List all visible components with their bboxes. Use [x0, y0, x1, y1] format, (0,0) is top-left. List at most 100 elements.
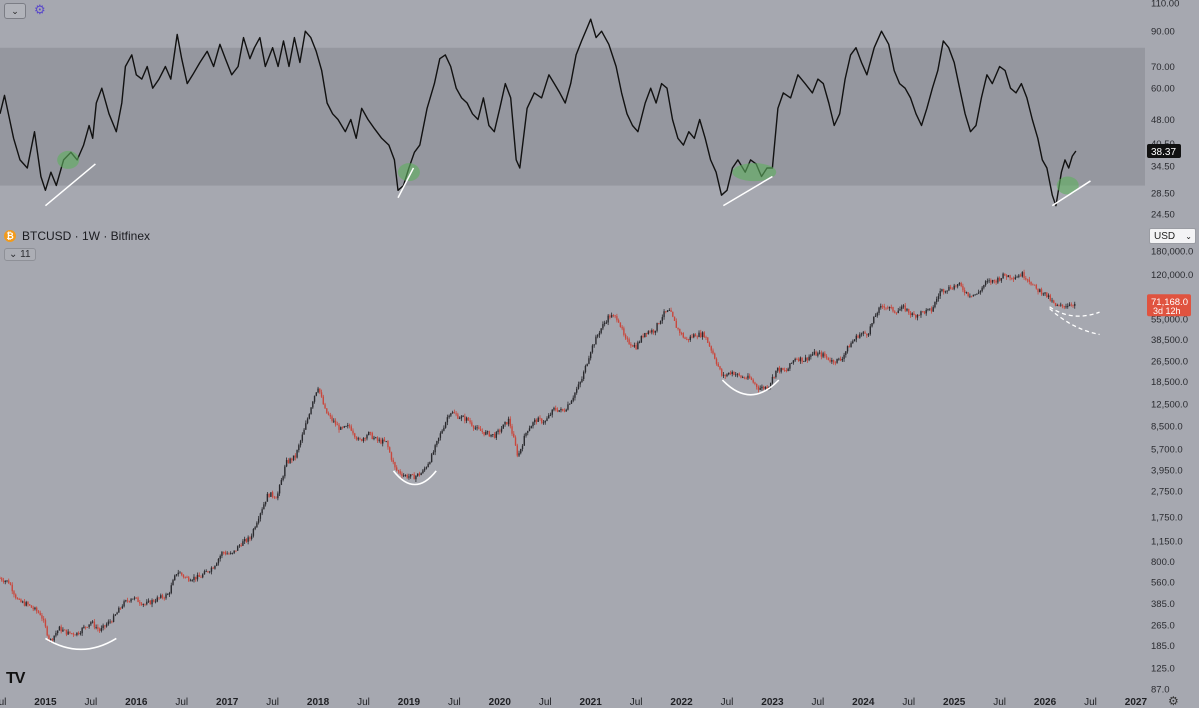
candle-body: [549, 414, 552, 416]
candle-body: [273, 496, 276, 498]
candle-body: [948, 286, 950, 291]
candle-body: [687, 338, 690, 340]
candle-body: [918, 314, 920, 316]
candle-body: [666, 310, 669, 312]
candle-body: [764, 386, 767, 389]
candle-body: [142, 604, 144, 605]
candle-body: [476, 427, 478, 429]
candle-body: [712, 350, 714, 354]
candle-body: [397, 470, 400, 472]
candle-body: [366, 435, 368, 439]
candle-body: [649, 331, 651, 333]
candle-body: [264, 501, 267, 505]
candle-body: [710, 346, 712, 351]
candle-body: [165, 594, 167, 599]
candle-body: [822, 353, 824, 357]
candle-body: [156, 597, 158, 602]
symbol-legend[interactable]: ₿ BTCUSD · 1W · Bitfinex: [4, 229, 150, 243]
candle-body: [589, 352, 592, 359]
candle-body: [231, 552, 234, 554]
tradingview-logo[interactable]: TV: [6, 670, 25, 687]
candle-body: [714, 353, 716, 359]
candle-body: [305, 423, 307, 430]
candle-body: [838, 358, 840, 360]
candle-body: [338, 424, 340, 430]
candle-body: [516, 445, 518, 456]
candle-body: [969, 295, 971, 297]
candle-body: [1054, 302, 1057, 306]
candle-body: [93, 621, 96, 628]
candle-body: [9, 583, 12, 585]
candle-body: [499, 430, 501, 432]
rsi-current-badge: [1147, 143, 1181, 158]
candle-body: [560, 408, 562, 411]
candle-body: [1018, 275, 1020, 277]
candle-body: [263, 504, 265, 510]
candle-body: [133, 597, 136, 599]
candle-body: [780, 368, 782, 372]
candle-body: [728, 372, 730, 375]
candle-body: [637, 342, 639, 350]
candle-body: [708, 342, 711, 347]
candle-body: [67, 631, 69, 635]
candle-body: [53, 635, 55, 641]
candle-body: [953, 285, 955, 290]
x-tick-label: Jul: [357, 697, 370, 708]
candle-body: [880, 306, 882, 308]
candle-body: [444, 422, 447, 428]
candle-body: [507, 418, 510, 425]
indicator-count-toggle[interactable]: ⌄ 11: [4, 248, 36, 261]
candle-body: [298, 445, 300, 451]
candle-body: [693, 334, 695, 338]
rsi-tick-label: 70.00: [1151, 62, 1175, 73]
currency-select[interactable]: USD ⌄: [1149, 228, 1196, 244]
candle-body: [39, 612, 41, 616]
candle-body: [998, 277, 1001, 281]
candle-body: [661, 317, 664, 321]
collapse-pane-button[interactable]: ⌄: [4, 3, 26, 19]
candle-body: [790, 362, 793, 364]
candle-body: [345, 426, 347, 427]
chart-settings-button[interactable]: ⚙: [1168, 694, 1179, 708]
candle-body: [682, 333, 684, 338]
candle-body: [198, 574, 200, 577]
candle-body: [42, 618, 45, 621]
candle-body: [575, 388, 578, 393]
candle-body: [1030, 281, 1032, 285]
candle-body: [773, 376, 775, 378]
candle-body: [224, 552, 227, 555]
candle-body: [268, 493, 270, 497]
candle-body: [74, 634, 76, 636]
candle-body: [2, 580, 5, 582]
candle-body: [292, 455, 295, 461]
candle-body: [729, 372, 732, 375]
candle-body: [740, 375, 742, 378]
candle-body: [65, 629, 68, 635]
x-tick-label: 2027: [1125, 697, 1148, 708]
candle-body: [904, 305, 906, 311]
candle-body: [757, 387, 760, 390]
candle-body: [871, 323, 873, 327]
candle-body: [811, 354, 814, 356]
candle-body: [1025, 277, 1027, 280]
candle-body: [6, 580, 8, 582]
candle-body: [663, 311, 665, 318]
candle-body: [97, 627, 99, 629]
candle-body: [72, 633, 75, 635]
candle-body: [430, 454, 433, 463]
candle-body: [429, 462, 431, 464]
indicator-settings-button[interactable]: ⚙: [34, 3, 48, 17]
candle-body: [376, 437, 379, 441]
candle-body: [432, 452, 435, 455]
candle-body: [287, 460, 290, 463]
candle-body: [520, 448, 522, 454]
candle-body: [364, 437, 366, 439]
candle-body: [368, 431, 370, 436]
candle-body: [672, 311, 674, 317]
candle-body: [1044, 292, 1046, 294]
price-tick-label: 1,150.0: [1151, 536, 1183, 547]
x-tick-label: 2015: [34, 697, 57, 708]
candle-body: [567, 404, 569, 410]
candle-body: [1009, 275, 1011, 279]
